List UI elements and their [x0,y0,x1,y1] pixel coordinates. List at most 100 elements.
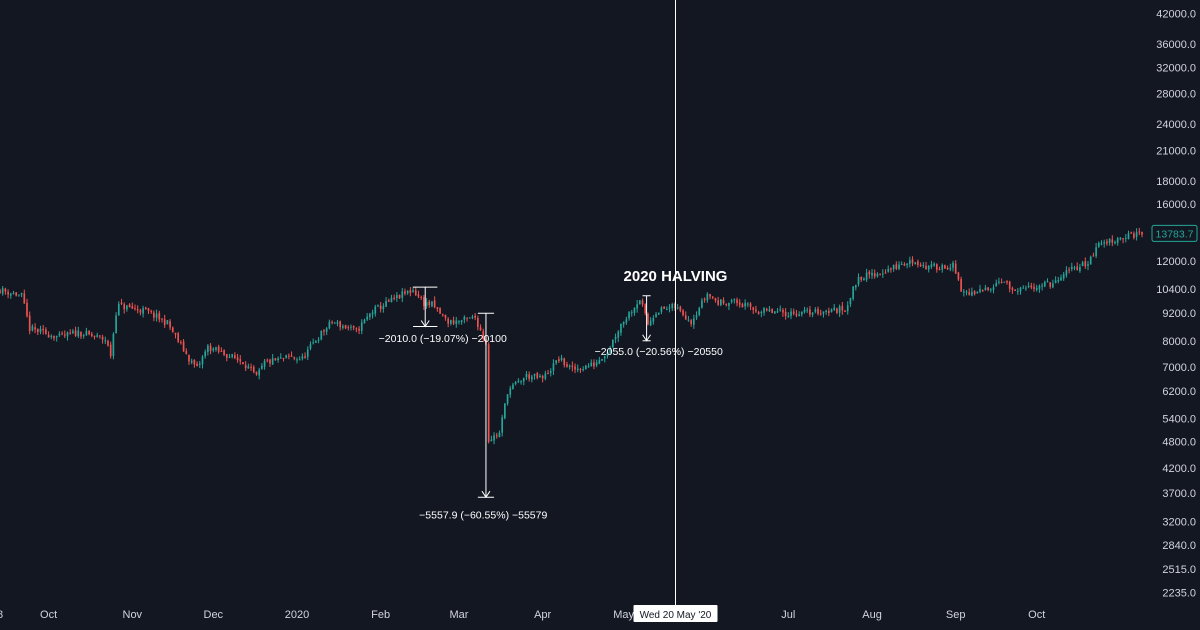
x-tick-label: Dec [204,609,224,621]
candle [668,304,671,313]
candle [576,364,579,373]
candle-body [989,289,992,291]
candle-body [506,394,509,404]
candle [1095,242,1097,259]
candle [304,352,306,359]
candle [908,256,911,268]
candle [301,353,304,361]
candle-body [1022,287,1025,289]
candle-body [1054,280,1057,283]
candle [919,262,922,267]
candle [1119,237,1122,241]
candle [525,371,528,381]
candle-body [509,388,512,395]
candle-body [852,286,854,299]
candle-body [126,305,128,310]
candle [328,319,331,330]
candle-body [1038,285,1041,289]
candle [1133,231,1135,240]
candle-body [1079,267,1081,272]
time-axis[interactable]: 8OctNovDec2020FebMarAprMayJunJulAugSepOc… [0,609,1045,621]
candle-body [247,366,250,369]
candle [1108,238,1111,246]
candle-body [23,293,26,304]
candle-body [957,272,960,280]
candle-body [1111,239,1114,243]
candle-body [679,306,682,311]
candle [879,273,881,276]
candle [325,327,328,336]
candle-body [1114,241,1116,244]
candle [1122,237,1124,244]
candle-body [725,304,728,306]
candle [512,382,514,390]
candle [201,355,204,369]
candle [884,269,887,274]
candle [88,330,90,336]
candle [830,308,833,313]
candle-body [590,362,593,367]
candle [660,306,663,315]
candle [863,277,865,281]
candle-body [417,294,420,297]
candle-body [1108,238,1111,243]
candle-body [20,293,23,295]
candle-body [566,364,568,367]
candle [47,331,50,338]
candle [906,262,908,269]
price-axis[interactable]: 42000.0 36000.0 32000.0 28000.0 24000.0 21000… [1147,0,1200,600]
candle [131,302,134,309]
candle-body [641,300,644,305]
candle-body [279,357,282,359]
candle [331,320,333,325]
candle-body [568,365,571,367]
candle [900,261,903,265]
candle [1046,278,1049,283]
candle [649,317,652,327]
candle [728,302,730,311]
candle [217,344,220,354]
candle [358,326,360,335]
candle-body [131,306,134,309]
candle [809,305,811,318]
candle-body [252,366,255,373]
candle-body [954,263,957,274]
candle [644,303,647,316]
candle-body [782,309,784,313]
measurement-arrow [481,490,491,499]
candle [455,316,458,328]
y-tick-label: 3200.0 [1162,517,1196,529]
candle [979,284,981,294]
candle-body [800,311,803,315]
candle-body [873,273,876,277]
candle-body [309,344,312,349]
candle-body [331,321,333,323]
candle [279,353,282,359]
candle [261,363,263,370]
y-tick-label: 28000.0 [1156,89,1196,101]
candle [1027,282,1030,289]
candle [703,297,706,303]
candle [692,314,695,329]
candle [733,298,736,304]
candle-body [1060,277,1062,281]
candle-body [452,320,455,324]
y-tick-label: 24000.0 [1156,119,1196,131]
candle-body [1116,238,1119,243]
candle [234,352,236,360]
candle-body [288,355,290,357]
candle [431,300,433,308]
candle-body [99,335,101,337]
candle-body [666,308,668,310]
candle [987,287,989,292]
candle-body [80,331,82,337]
candle-body [9,293,12,296]
candle-body [547,373,549,375]
candle-body [644,304,647,314]
candle [757,310,760,315]
candle [320,330,323,341]
candle [989,288,992,293]
candle-body [1030,285,1033,288]
